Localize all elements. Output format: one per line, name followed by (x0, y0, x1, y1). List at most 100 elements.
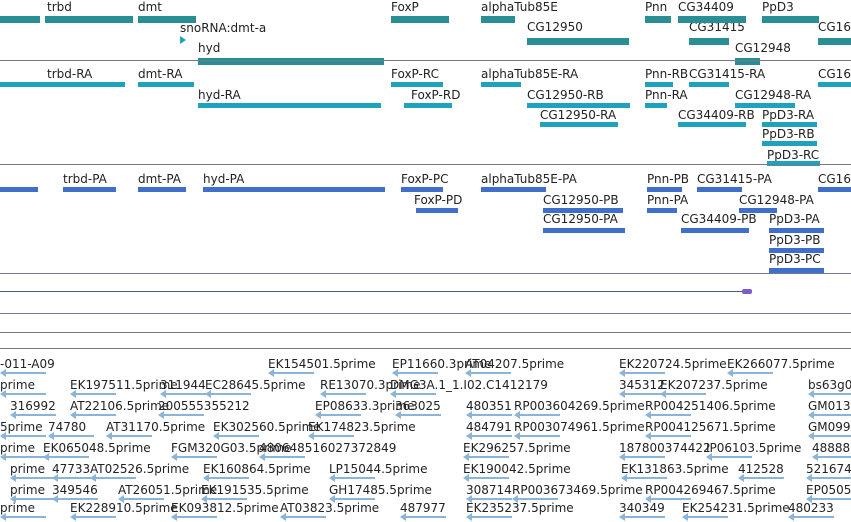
protein-feature[interactable] (647, 208, 677, 213)
est-feature[interactable] (406, 516, 446, 518)
protein-label[interactable]: CG34409-PB (681, 212, 757, 226)
est-label[interactable]: 521674 (806, 462, 851, 476)
est-label[interactable]: prime (0, 441, 35, 455)
est-feature[interactable] (274, 372, 314, 374)
gene-feature[interactable] (735, 58, 760, 65)
est-label[interactable]: EP05051.3 (806, 483, 851, 497)
est-label[interactable]: prime (10, 483, 45, 497)
est-label[interactable]: RE13070.3prime (320, 378, 421, 392)
transcript-label[interactable]: CG16 (818, 67, 851, 81)
transcript-label[interactable]: alphaTub85E-RA (481, 67, 579, 81)
protein-label[interactable]: PpD3-PB (769, 233, 821, 247)
protein-feature[interactable] (739, 208, 777, 213)
est-label[interactable]: 74780 (48, 420, 87, 434)
est-feature[interactable] (321, 414, 361, 416)
transcript-feature[interactable] (762, 122, 817, 127)
est-feature[interactable] (6, 393, 46, 395)
gene-feature[interactable] (198, 58, 384, 65)
est-feature[interactable] (472, 498, 512, 500)
est-feature[interactable] (6, 372, 46, 374)
est-label[interactable]: 200555355212 (158, 399, 250, 413)
est-label[interactable]: EK093812.5prime (171, 501, 279, 515)
est-feature[interactable] (520, 414, 560, 416)
est-feature[interactable] (335, 498, 375, 500)
est-feature[interactable] (625, 372, 665, 374)
est-label[interactable]: EK065048.5prime (43, 441, 151, 455)
est-feature[interactable] (469, 456, 509, 458)
protein-feature[interactable] (543, 228, 625, 233)
est-label[interactable]: FGM320G03.5prime (171, 441, 292, 455)
gene-feature[interactable] (818, 38, 851, 45)
gene-feature[interactable] (481, 16, 515, 23)
est-feature[interactable] (335, 477, 375, 479)
est-feature[interactable] (651, 414, 691, 416)
est-label[interactable]: -011-A09 (0, 357, 55, 371)
gene-label[interactable]: Pnn (645, 0, 668, 14)
protein-label[interactable]: CG12948-PA (739, 193, 814, 207)
transcript-label[interactable]: Pnn-RB (645, 67, 689, 81)
est-feature[interactable] (49, 456, 89, 458)
est-label[interactable]: 484791 (466, 420, 512, 434)
gene-label[interactable]: PpD3 (762, 0, 794, 14)
transcript-label[interactable]: PpD3-RA (762, 108, 815, 122)
est-label[interactable]: EK154501.5prime (268, 357, 376, 371)
est-feature[interactable] (314, 435, 354, 437)
est-feature[interactable] (818, 456, 851, 458)
est-label[interactable]: prime (10, 462, 45, 476)
protein-feature[interactable] (543, 208, 623, 213)
transcript-label[interactable]: trbd-RA (47, 67, 93, 81)
protein-label[interactable]: CG12950-PB (543, 193, 619, 207)
est-label[interactable]: 48888 (812, 441, 851, 455)
protein-feature[interactable] (416, 208, 458, 213)
est-label[interactable]: 480648516027372849 (259, 441, 397, 455)
transcript-label[interactable]: CG12950-RB (527, 88, 604, 102)
est-feature[interactable] (112, 435, 152, 437)
est-feature[interactable] (16, 477, 56, 479)
transcript-feature[interactable] (689, 82, 729, 87)
transcript-feature[interactable] (198, 103, 381, 108)
gene-label[interactable]: hyd (198, 41, 221, 55)
protein-label[interactable]: CG16 (818, 172, 851, 186)
protein-label[interactable]: dmt-PA (138, 172, 182, 186)
est-feature[interactable] (124, 498, 164, 500)
transcript-feature[interactable] (645, 103, 667, 108)
est-feature[interactable] (6, 435, 46, 437)
est-label[interactable]: LP15044.5prime (329, 462, 428, 476)
est-feature[interactable] (54, 435, 94, 437)
est-label[interactable]: IP06103.5prime (706, 441, 802, 455)
est-feature[interactable] (744, 477, 784, 479)
est-label[interactable]: AT04207.5prime (465, 357, 565, 371)
transcript-label[interactable]: PpD3-RB (762, 127, 815, 141)
est-label[interactable]: RP004269467.5prime (645, 483, 776, 497)
est-label[interactable]: EP11660.3prime (392, 357, 492, 371)
protein-feature[interactable] (681, 228, 749, 233)
est-label[interactable]: GM01323.5 (808, 399, 851, 413)
est-label[interactable]: 345312 (619, 378, 665, 392)
est-label[interactable]: EK174823.5prime (308, 420, 416, 434)
est-label[interactable]: 316992 (10, 399, 56, 413)
protein-label[interactable]: hyd-PA (203, 172, 245, 186)
est-label[interactable]: RP003074961.5prime (514, 420, 645, 434)
est-feature[interactable] (472, 435, 512, 437)
transcript-label[interactable]: FoxP-RC (391, 67, 439, 81)
est-label[interactable]: AT22106.5prime (70, 399, 170, 413)
protein-label[interactable]: trbd-PA (63, 172, 107, 186)
est-feature[interactable] (209, 477, 249, 479)
est-label[interactable]: EK207237.5prime (660, 378, 768, 392)
gene-feature[interactable] (645, 16, 671, 23)
transcript-feature[interactable] (767, 161, 820, 166)
est-feature[interactable] (96, 477, 136, 479)
est-label[interactable]: EK131863.5prime (621, 462, 729, 476)
gene-label[interactable]: CG12948 (735, 41, 791, 55)
est-label[interactable]: AT02526.5prime (90, 462, 190, 476)
est-label[interactable]: RP003604269.5prime (514, 399, 645, 413)
transcript-label[interactable]: Pnn-RA (645, 88, 688, 102)
est-label[interactable]: RP004125671.5prime (645, 420, 776, 434)
gene-feature[interactable] (762, 16, 819, 23)
protein-feature[interactable] (769, 268, 824, 273)
est-feature[interactable] (794, 516, 834, 518)
protein-feature[interactable] (818, 187, 851, 192)
est-feature[interactable] (471, 372, 511, 374)
gene-label[interactable]: CG12950 (527, 20, 583, 34)
gene-label[interactable]: trbd (47, 0, 72, 14)
